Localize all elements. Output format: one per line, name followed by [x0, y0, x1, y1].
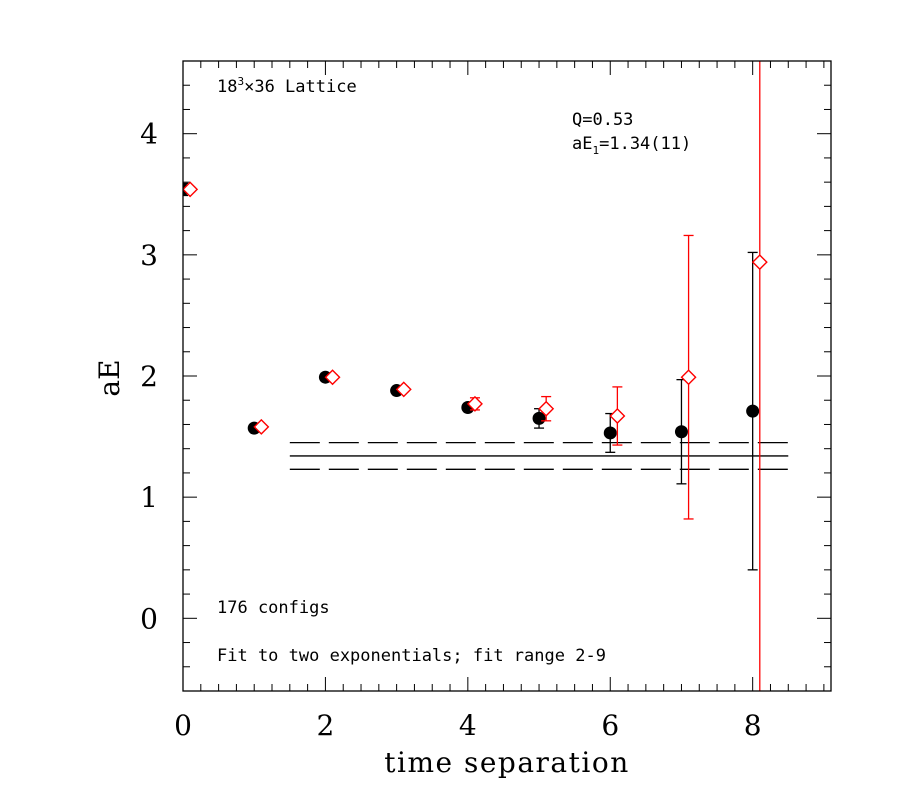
- data-point-diamond: [609, 407, 626, 424]
- y-tick-label: 4: [140, 118, 158, 151]
- energy-annotation: aE1=1.34(11): [572, 134, 691, 157]
- x-tick-label: 0: [174, 709, 192, 742]
- tick-layer: 0 2 4 6 8 0 1 2 3 4: [140, 60, 831, 742]
- fit-description: Fit to two exponentials; fit range 2-9: [217, 646, 606, 666]
- y-tick-label: 0: [140, 602, 158, 635]
- x-tick-label: 6: [601, 709, 619, 742]
- x-tick-label: 4: [459, 709, 477, 742]
- data-point-circle: [532, 411, 546, 425]
- data-point-diamond: [324, 369, 341, 386]
- data-point-diamond: [680, 369, 697, 386]
- configs-annotation: 176 configs: [217, 598, 330, 618]
- data-point-diamond: [538, 400, 555, 417]
- data-point-diamond: [395, 381, 412, 398]
- x-tick-label: 2: [317, 709, 335, 742]
- data-point-diamond: [466, 395, 483, 412]
- data-layer: [183, 61, 768, 691]
- x-axis-label: time separation: [384, 746, 629, 779]
- q-value-annotation: Q=0.53: [572, 110, 633, 130]
- y-tick-label: 2: [140, 360, 158, 393]
- data-point-diamond: [183, 181, 199, 198]
- data-point-diamond: [751, 254, 768, 271]
- data-point-circle: [674, 425, 688, 439]
- x-tick-label: 8: [744, 709, 762, 742]
- lattice-annotation: 183×36 Lattice: [217, 75, 357, 97]
- y-tick-label: 3: [140, 239, 158, 272]
- fit-lines: [289, 441, 789, 470]
- data-point-diamond: [253, 418, 270, 435]
- data-point-circle: [746, 404, 760, 418]
- plot-frame: [182, 60, 832, 692]
- data-point-circle: [603, 426, 617, 440]
- y-axis-label: aE: [93, 359, 126, 396]
- y-tick-label: 1: [140, 481, 158, 514]
